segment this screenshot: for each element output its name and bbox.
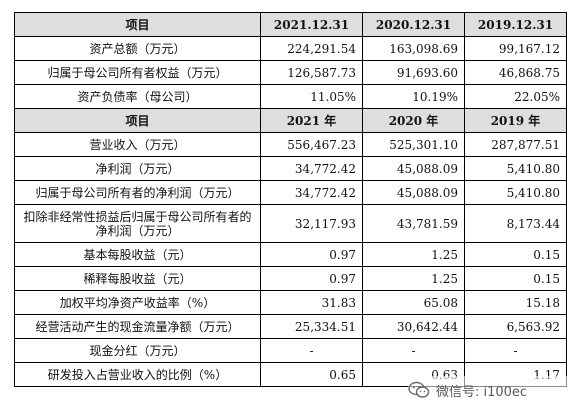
wechat-watermark: 微信号: i100ec (408, 376, 572, 404)
table-row: 营业收入（万元） 556,467.23 525,301.10 287,877.5… (14, 132, 567, 157)
row-label: 营业收入（万元） (14, 132, 261, 157)
row-value: 126,587.73 (260, 60, 363, 85)
header-cell: 2020 年 (362, 108, 465, 133)
row-value: 10.19% (362, 84, 465, 109)
row-label: 资产总额（万元） (14, 36, 261, 61)
header-cell: 2019 年 (464, 108, 567, 133)
table-row: 资产总额（万元） 224,291.54 163,098.69 99,167.12 (14, 36, 567, 61)
row-value: 556,467.23 (260, 132, 363, 157)
wechat-icon (408, 381, 430, 398)
row-value: 30,642.44 (362, 314, 465, 339)
row-label: 基本每股收益（元） (14, 242, 261, 267)
row-label: 现金分红（万元） (14, 338, 261, 363)
row-label: 扣除非经常性损益后归属于母公司所有者的净利润（万元） (14, 204, 261, 243)
row-value: 525,301.10 (362, 132, 465, 157)
row-value: 31.83 (260, 290, 363, 315)
row-value: 22.05% (464, 84, 567, 109)
row-value: 11.05% (260, 84, 363, 109)
row-label: 资产负债率（母公司） (14, 84, 261, 109)
row-value: 99,167.12 (464, 36, 567, 61)
row-label: 稀释每股收益（元） (14, 266, 261, 291)
table-header-row-income: 项目 2021 年 2020 年 2019 年 (14, 108, 567, 133)
row-value: 45,088.09 (362, 156, 465, 181)
row-value: 34,772.42 (260, 180, 363, 205)
table-row: 现金分红（万元） - - - (14, 338, 567, 363)
row-value: 1.25 (362, 266, 465, 291)
header-cell: 项目 (14, 12, 261, 37)
header-cell: 2020.12.31 (362, 12, 465, 37)
row-label: 归属于母公司所有者权益（万元） (14, 60, 261, 85)
header-cell: 项目 (14, 108, 261, 133)
row-value: 5,410.80 (464, 180, 567, 205)
table-row: 归属于母公司所有者权益（万元） 126,587.73 91,693.60 46,… (14, 60, 567, 85)
row-value: - (464, 338, 567, 363)
table-row: 稀释每股收益（元） 0.97 1.25 0.15 (14, 266, 567, 291)
table-row: 基本每股收益（元） 0.97 1.25 0.15 (14, 242, 567, 267)
row-value: 25,334.51 (260, 314, 363, 339)
row-value: 15.18 (464, 290, 567, 315)
row-value: 8,173.44 (464, 204, 567, 243)
row-label: 净利润（万元） (14, 156, 261, 181)
table-row: 扣除非经常性损益后归属于母公司所有者的净利润（万元） 32,117.93 43,… (14, 204, 567, 243)
table-row: 经营活动产生的现金流量净额（万元） 25,334.51 30,642.44 6,… (14, 314, 567, 339)
row-label: 研发投入占营业收入的比例（%） (14, 362, 261, 387)
row-value: 5,410.80 (464, 156, 567, 181)
row-value: 287,877.51 (464, 132, 567, 157)
row-value: 46,868.75 (464, 60, 567, 85)
header-cell: 2021.12.31 (260, 12, 363, 37)
table-row: 加权平均净资产收益率（%） 31.83 65.08 15.18 (14, 290, 567, 315)
header-cell: 2019.12.31 (464, 12, 567, 37)
table-row: 归属于母公司所有者的净利润（万元） 34,772.42 45,088.09 5,… (14, 180, 567, 205)
row-label: 加权平均净资产收益率（%） (14, 290, 261, 315)
watermark-text: 微信号: i100ec (436, 384, 528, 400)
row-label: 归属于母公司所有者的净利润（万元） (14, 180, 261, 205)
row-value: 34,772.42 (260, 156, 363, 181)
table-header-row-balance: 项目 2021.12.31 2020.12.31 2019.12.31 (14, 12, 567, 37)
row-value: - (362, 338, 465, 363)
row-value: 0.15 (464, 242, 567, 267)
row-value: 43,781.59 (362, 204, 465, 243)
row-value: 224,291.54 (260, 36, 363, 61)
financial-indicators-table: 项目 2021.12.31 2020.12.31 2019.12.31 资产总额… (14, 12, 567, 387)
row-value: 6,563.92 (464, 314, 567, 339)
row-value: 0.65 (260, 362, 363, 387)
table-row: 资产负债率（母公司） 11.05% 10.19% 22.05% (14, 84, 567, 109)
row-value: 163,098.69 (362, 36, 465, 61)
row-value: 32,117.93 (260, 204, 363, 243)
row-label: 经营活动产生的现金流量净额（万元） (14, 314, 261, 339)
row-value: 45,088.09 (362, 180, 465, 205)
row-value: 91,693.60 (362, 60, 465, 85)
row-value: - (260, 338, 363, 363)
row-value: 65.08 (362, 290, 465, 315)
table-row: 研发投入占营业收入的比例（%） 0.65 0.63 1.17 (14, 362, 567, 387)
row-value: 0.97 (260, 242, 363, 267)
table-row: 净利润（万元） 34,772.42 45,088.09 5,410.80 (14, 156, 567, 181)
row-value: 0.15 (464, 266, 567, 291)
row-value: 1.25 (362, 242, 465, 267)
row-value: 0.97 (260, 266, 363, 291)
header-cell: 2021 年 (260, 108, 363, 133)
